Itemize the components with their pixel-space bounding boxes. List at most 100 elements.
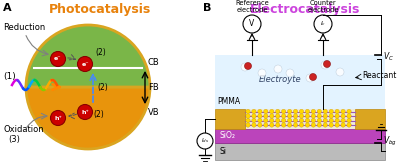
Text: $V_{ds}$: $V_{ds}$ xyxy=(199,164,211,165)
Text: $V_C$: $V_C$ xyxy=(383,51,394,63)
Circle shape xyxy=(305,118,310,123)
Circle shape xyxy=(282,118,286,123)
Circle shape xyxy=(293,123,298,127)
Text: Oxidation: Oxidation xyxy=(3,125,44,134)
Circle shape xyxy=(306,74,314,82)
Circle shape xyxy=(258,69,266,77)
Text: (3): (3) xyxy=(8,135,20,144)
Text: Counter
electrode: Counter electrode xyxy=(307,0,339,13)
Circle shape xyxy=(324,61,330,67)
Circle shape xyxy=(78,56,92,71)
Text: (2): (2) xyxy=(93,111,104,119)
Circle shape xyxy=(323,118,328,123)
Circle shape xyxy=(341,109,345,114)
Circle shape xyxy=(258,118,262,123)
Circle shape xyxy=(258,123,262,127)
Circle shape xyxy=(197,133,213,149)
Text: h⁺: h⁺ xyxy=(54,115,62,120)
Text: Electrocatalysis: Electrocatalysis xyxy=(250,3,360,16)
Circle shape xyxy=(317,114,322,118)
Circle shape xyxy=(246,118,250,123)
Text: A: A xyxy=(3,3,12,13)
Circle shape xyxy=(329,114,334,118)
Circle shape xyxy=(252,123,256,127)
Circle shape xyxy=(341,123,345,127)
Circle shape xyxy=(293,109,298,114)
Circle shape xyxy=(252,114,256,118)
Text: Au: Au xyxy=(225,115,235,123)
Circle shape xyxy=(258,109,262,114)
Circle shape xyxy=(347,109,351,114)
Circle shape xyxy=(282,123,286,127)
Circle shape xyxy=(347,123,351,127)
Circle shape xyxy=(276,123,280,127)
Text: V: V xyxy=(249,19,255,29)
Text: Electroyte: Electroyte xyxy=(259,76,301,84)
Text: FB: FB xyxy=(148,83,159,92)
Circle shape xyxy=(335,123,339,127)
Text: $I_{ds}$: $I_{ds}$ xyxy=(201,137,209,146)
Circle shape xyxy=(252,118,256,123)
Wedge shape xyxy=(26,25,150,87)
Circle shape xyxy=(264,114,268,118)
Text: e⁻: e⁻ xyxy=(54,56,62,62)
Text: (1): (1) xyxy=(3,71,16,81)
Circle shape xyxy=(299,118,304,123)
Circle shape xyxy=(299,114,304,118)
Circle shape xyxy=(50,111,66,126)
Text: e⁻: e⁻ xyxy=(81,62,89,66)
Circle shape xyxy=(311,114,316,118)
Circle shape xyxy=(276,109,280,114)
Circle shape xyxy=(287,109,292,114)
Circle shape xyxy=(246,114,250,118)
Circle shape xyxy=(287,118,292,123)
Circle shape xyxy=(311,109,316,114)
Circle shape xyxy=(241,63,249,71)
Circle shape xyxy=(246,123,250,127)
Circle shape xyxy=(317,109,322,114)
Text: CB: CB xyxy=(148,58,160,67)
Circle shape xyxy=(335,114,339,118)
Circle shape xyxy=(299,109,304,114)
Bar xyxy=(215,109,245,129)
Circle shape xyxy=(282,109,286,114)
Circle shape xyxy=(274,65,282,73)
Text: Reference
electrode: Reference electrode xyxy=(235,0,269,13)
Circle shape xyxy=(264,118,268,123)
Circle shape xyxy=(341,118,345,123)
Circle shape xyxy=(323,109,328,114)
Text: SiO₂: SiO₂ xyxy=(220,132,236,141)
Circle shape xyxy=(243,15,261,33)
Circle shape xyxy=(310,73,316,81)
Bar xyxy=(355,109,385,129)
Circle shape xyxy=(276,118,280,123)
Circle shape xyxy=(347,114,351,118)
Wedge shape xyxy=(26,87,150,149)
Circle shape xyxy=(335,118,339,123)
Text: Photocatalysis: Photocatalysis xyxy=(49,3,151,16)
Circle shape xyxy=(270,123,274,127)
Circle shape xyxy=(311,123,316,127)
Text: (2): (2) xyxy=(97,83,108,92)
Text: $V_{bg}$: $V_{bg}$ xyxy=(383,134,397,148)
Circle shape xyxy=(323,114,328,118)
Circle shape xyxy=(305,123,310,127)
Circle shape xyxy=(270,109,274,114)
Text: $I_c$: $I_c$ xyxy=(320,19,326,28)
Circle shape xyxy=(264,109,268,114)
Text: h⁺: h⁺ xyxy=(81,110,89,115)
Circle shape xyxy=(314,15,332,33)
Circle shape xyxy=(293,118,298,123)
Circle shape xyxy=(50,51,66,66)
Circle shape xyxy=(329,118,334,123)
Circle shape xyxy=(293,114,298,118)
Circle shape xyxy=(78,104,92,119)
Bar xyxy=(215,55,385,109)
Circle shape xyxy=(246,109,250,114)
Circle shape xyxy=(329,109,334,114)
Circle shape xyxy=(287,114,292,118)
Circle shape xyxy=(329,123,334,127)
Circle shape xyxy=(286,69,294,77)
Bar xyxy=(245,109,355,129)
Circle shape xyxy=(264,123,268,127)
